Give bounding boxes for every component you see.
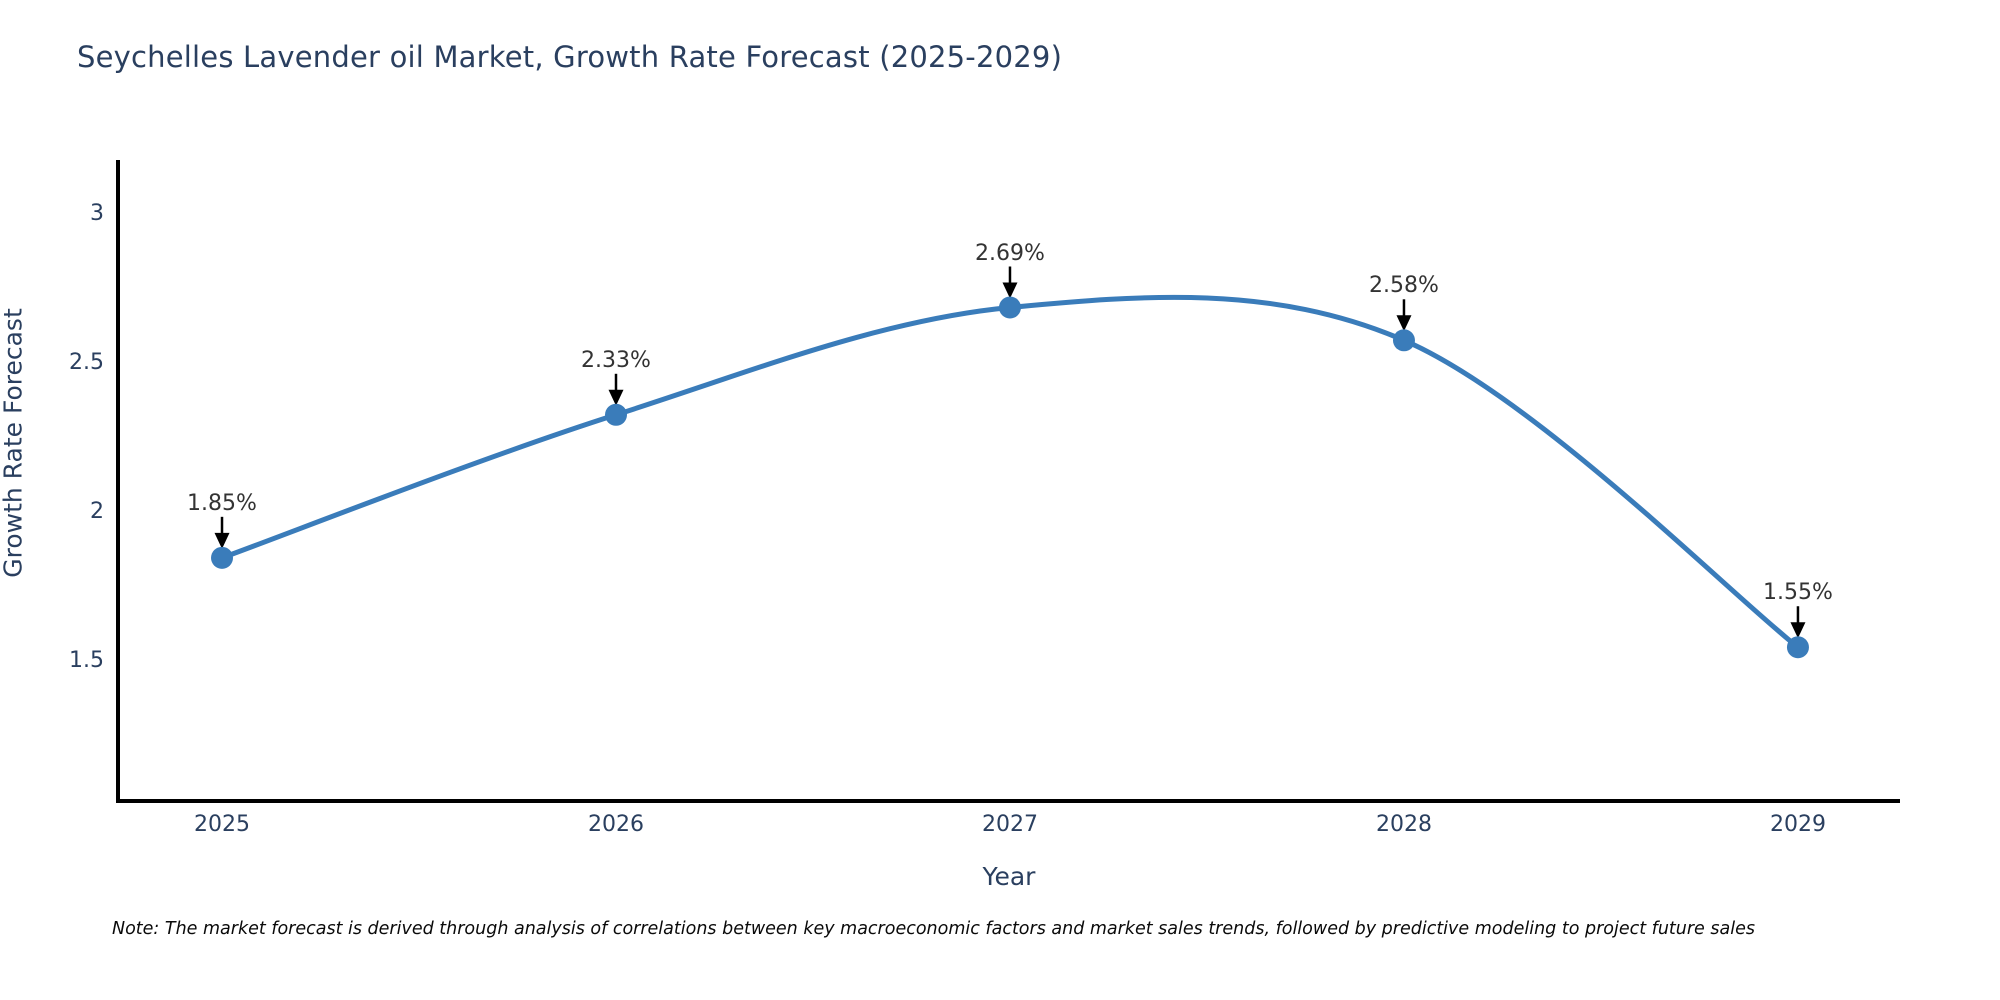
y-tick-label: 1.5: [69, 648, 104, 674]
annotation-arrow-head: [1002, 282, 1018, 299]
x-tick-label: 2026: [587, 812, 644, 837]
data-point-marker[interactable]: [998, 296, 1021, 319]
x-tick-label: 2029: [1769, 812, 1826, 837]
y-tick-label: 2: [90, 499, 104, 525]
x-axis-title: Year: [982, 862, 1036, 891]
data-point-marker[interactable]: [1786, 636, 1809, 659]
x-tick-label: 2028: [1375, 812, 1432, 837]
data-point-marker[interactable]: [604, 403, 627, 426]
chart-title: Seychelles Lavender oil Market, Growth R…: [77, 40, 1063, 74]
annotation-arrow-head: [214, 532, 230, 549]
annotation-arrow-head: [1790, 622, 1806, 639]
y-tick-label: 2.5: [69, 350, 104, 376]
data-point-marker[interactable]: [1392, 329, 1415, 352]
y-tick-label: 3: [90, 201, 104, 227]
x-tick-label: 2027: [981, 812, 1038, 837]
footnote: Note: The market forecast is derived thr…: [112, 919, 1755, 939]
point-annotation-label: 2.69%: [975, 240, 1045, 266]
point-annotation-label: 2.58%: [1369, 273, 1439, 299]
x-tick-label: 2025: [194, 812, 250, 837]
point-annotation-label: 1.85%: [187, 490, 257, 516]
point-annotation-label: 2.33%: [581, 347, 651, 373]
annotation-arrow-head: [608, 389, 624, 406]
y-axis-title: Growth Rate Forecast: [0, 308, 28, 578]
data-point-marker[interactable]: [211, 546, 234, 569]
point-annotation-label: 1.55%: [1763, 580, 1833, 606]
annotation-arrow-head: [1396, 315, 1412, 332]
forecast-line: [219, 294, 1801, 650]
